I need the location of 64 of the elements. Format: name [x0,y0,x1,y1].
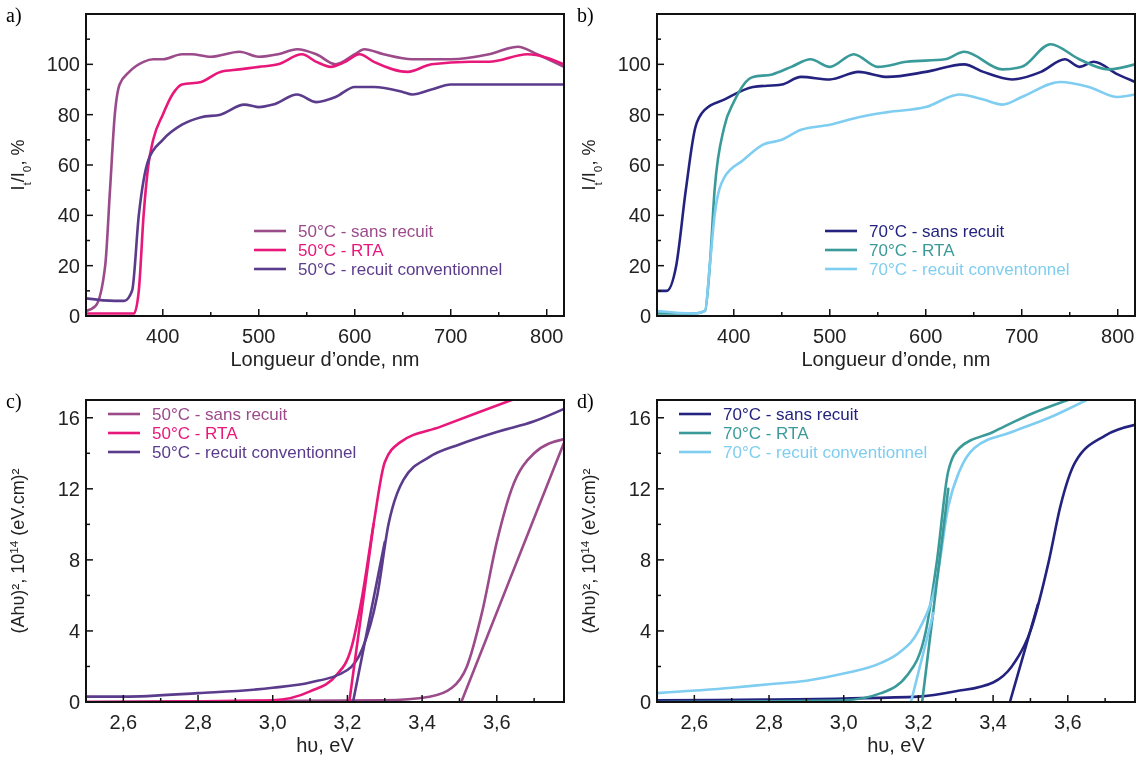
legend-label: 50°C - sans recuit [298,222,434,241]
x-tick-label: 800 [530,325,564,347]
x-tick-label: 2,8 [755,711,783,733]
x-axis-title: hυ, eV [867,734,926,756]
x-tick-label: 600 [909,325,943,347]
legend-label: 50°C - recuit conventionnel [298,260,503,279]
legend-label: 70°C - sans recuit [723,405,859,424]
legend-label: 70°C - RTA [723,424,810,443]
x-tick-label: 3,6 [482,711,511,733]
y-tick-label: 100 [46,53,80,76]
y-tick-label: 8 [639,548,651,571]
y-tick-label: 60 [57,154,80,176]
x-tick-label: 500 [813,325,847,347]
y-tick-label: 60 [628,154,651,176]
y-tick-label: 0 [68,691,80,713]
x-tick-label: 2,6 [680,711,709,733]
x-tick-label: 3,0 [258,711,287,733]
y-tick-label: 40 [628,204,651,227]
y-tick-label: 0 [639,691,651,713]
y-tick-label: 0 [639,305,651,327]
x-axis-title: Longueur d’onde, nm [801,348,991,370]
chart-title: d) [577,390,594,413]
x-tick-label: 3,4 [979,711,1007,733]
y-tick-label: 16 [628,406,651,429]
y-tick-label: 4 [639,619,651,642]
legend-label: 70°C - recuit conventionnel [723,443,928,462]
x-tick-label: 3,2 [333,711,362,733]
x-tick-label: 3,2 [904,711,933,733]
y-tick-label: 12 [628,477,651,500]
legend-label: 50°C - recuit conventionnel [152,443,357,462]
legend-label: 50°C - sans recuit [152,405,288,424]
x-tick-label: 3,0 [829,711,858,733]
y-tick-label: 20 [628,254,651,277]
x-tick-label: 400 [146,325,180,347]
legend-label: 50°C - RTA [298,241,385,260]
legend-label: 70°C - RTA [869,241,956,260]
x-tick-label: 800 [1101,325,1135,347]
x-tick-label: 600 [338,325,372,347]
y-tick-label: 12 [57,477,80,500]
legend-label: 70°C - sans recuit [869,222,1005,241]
legend-label: 50°C - RTA [152,424,239,443]
x-tick-label: 2,6 [109,711,138,733]
y-tick-label: 40 [57,204,80,227]
x-tick-label: 700 [1005,325,1039,347]
legend-label: 70°C - recuit conventonnel [869,260,1070,279]
x-tick-label: 400 [717,325,751,347]
y-tick-label: 20 [57,254,80,277]
y-tick-label: 0 [68,305,80,327]
chart-title: a) [6,4,22,27]
x-tick-label: 2,8 [184,711,212,733]
y-tick-label: 16 [57,406,80,429]
y-tick-label: 4 [68,619,80,642]
y-tick-label: 80 [628,103,651,126]
y-tick-label: 8 [68,548,80,571]
chart-title: c) [6,390,22,413]
y-tick-label: 100 [617,53,651,76]
x-tick-label: 3,6 [1053,711,1082,733]
x-axis-title: Longueur d’onde, nm [230,348,420,370]
chart-title: b) [577,4,594,27]
x-tick-label: 3,4 [408,711,436,733]
x-axis-title: hυ, eV [296,734,355,756]
x-tick-label: 500 [242,325,276,347]
x-tick-label: 700 [434,325,468,347]
y-tick-label: 80 [57,103,80,126]
